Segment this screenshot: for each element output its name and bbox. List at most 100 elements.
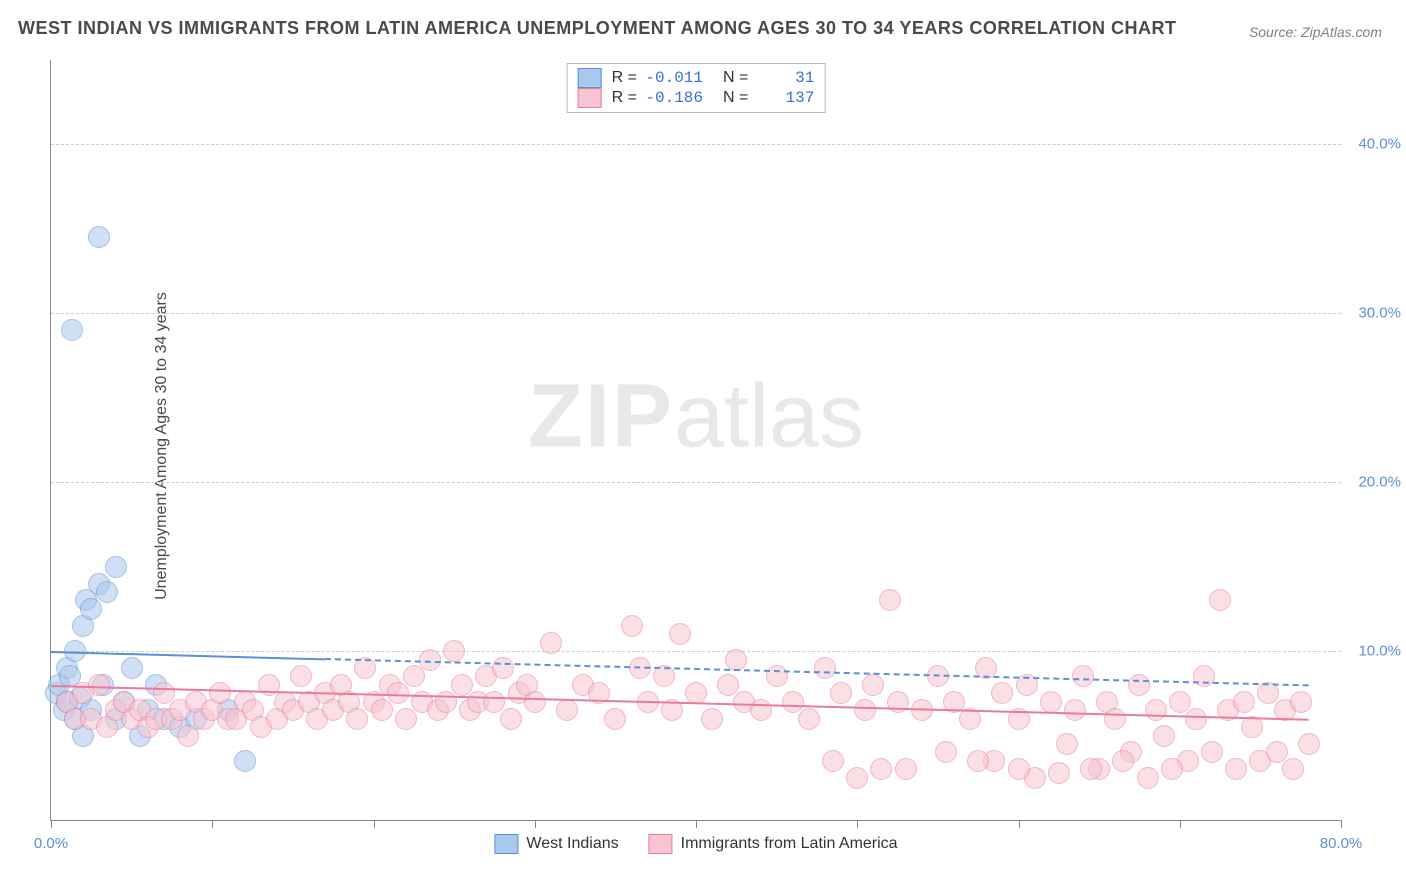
data-point bbox=[822, 750, 844, 772]
data-point bbox=[492, 657, 514, 679]
data-point bbox=[443, 640, 465, 662]
data-point bbox=[1072, 665, 1094, 687]
data-point bbox=[524, 691, 546, 713]
x-tick-label: 80.0% bbox=[1320, 835, 1363, 852]
x-tick bbox=[1341, 820, 1342, 828]
data-point bbox=[1298, 733, 1320, 755]
data-point bbox=[1225, 758, 1247, 780]
data-point bbox=[967, 750, 989, 772]
gridline bbox=[51, 144, 1341, 145]
data-point bbox=[1193, 665, 1215, 687]
data-point bbox=[80, 598, 102, 620]
watermark-bold: ZIP bbox=[528, 367, 674, 467]
r-value: -0.186 bbox=[643, 89, 703, 107]
x-tick bbox=[212, 820, 213, 828]
trendline bbox=[51, 651, 325, 660]
data-point bbox=[395, 708, 417, 730]
data-point bbox=[846, 767, 868, 789]
data-point bbox=[1201, 741, 1223, 763]
data-point bbox=[61, 319, 83, 341]
data-point bbox=[685, 682, 707, 704]
data-point bbox=[105, 556, 127, 578]
data-point bbox=[500, 708, 522, 730]
data-point bbox=[1266, 741, 1288, 763]
data-point bbox=[1282, 758, 1304, 780]
legend-label: Immigrants from Latin America bbox=[681, 835, 898, 853]
legend-item: West Indians bbox=[494, 834, 618, 854]
r-label: R = bbox=[612, 69, 637, 87]
data-point bbox=[879, 589, 901, 611]
data-point bbox=[1064, 699, 1086, 721]
data-point bbox=[935, 741, 957, 763]
data-point bbox=[1048, 762, 1070, 784]
data-point bbox=[88, 674, 110, 696]
data-point bbox=[1080, 758, 1102, 780]
y-tick-label: 10.0% bbox=[1346, 643, 1401, 660]
scatter-plot-area: ZIPatlas R =-0.011N =31R =-0.186N =137 W… bbox=[50, 60, 1341, 821]
data-point bbox=[177, 725, 199, 747]
data-point bbox=[1185, 708, 1207, 730]
data-point bbox=[1104, 708, 1126, 730]
data-point bbox=[669, 623, 691, 645]
stats-row: R =-0.011N =31 bbox=[578, 68, 815, 88]
data-point bbox=[1056, 733, 1078, 755]
data-point bbox=[750, 699, 772, 721]
watermark-rest: atlas bbox=[674, 367, 864, 467]
x-tick-label: 0.0% bbox=[34, 835, 68, 852]
r-label: R = bbox=[612, 89, 637, 107]
data-point bbox=[371, 699, 393, 721]
data-point bbox=[209, 682, 231, 704]
x-tick bbox=[1019, 820, 1020, 828]
series-legend: West Indians Immigrants from Latin Americ… bbox=[494, 834, 897, 854]
data-point bbox=[96, 581, 118, 603]
data-point bbox=[1008, 758, 1030, 780]
data-point bbox=[483, 691, 505, 713]
n-value: 31 bbox=[754, 69, 814, 87]
legend-swatch bbox=[494, 834, 518, 854]
legend-label: West Indians bbox=[526, 835, 618, 853]
x-tick bbox=[535, 820, 536, 828]
data-point bbox=[604, 708, 626, 730]
data-point bbox=[725, 649, 747, 671]
x-tick bbox=[374, 820, 375, 828]
r-value: -0.011 bbox=[643, 69, 703, 87]
n-label: N = bbox=[723, 89, 748, 107]
data-point bbox=[830, 682, 852, 704]
watermark-text: ZIPatlas bbox=[528, 366, 864, 469]
data-point bbox=[435, 691, 457, 713]
data-point bbox=[1169, 691, 1191, 713]
data-point bbox=[1290, 691, 1312, 713]
source-attribution: Source: ZipAtlas.com bbox=[1249, 24, 1382, 40]
legend-item: Immigrants from Latin America bbox=[649, 834, 898, 854]
data-point bbox=[1257, 682, 1279, 704]
data-point bbox=[121, 657, 143, 679]
data-point bbox=[153, 682, 175, 704]
data-point bbox=[88, 226, 110, 248]
x-tick bbox=[51, 820, 52, 828]
data-point bbox=[870, 758, 892, 780]
data-point bbox=[1137, 767, 1159, 789]
data-point bbox=[798, 708, 820, 730]
x-tick bbox=[1180, 820, 1181, 828]
legend-swatch bbox=[578, 88, 602, 108]
data-point bbox=[782, 691, 804, 713]
data-point bbox=[451, 674, 473, 696]
data-point bbox=[540, 632, 562, 654]
data-point bbox=[234, 750, 256, 772]
data-point bbox=[1040, 691, 1062, 713]
gridline bbox=[51, 651, 1341, 652]
gridline bbox=[51, 482, 1341, 483]
legend-swatch bbox=[578, 68, 602, 88]
x-tick bbox=[857, 820, 858, 828]
data-point bbox=[701, 708, 723, 730]
data-point bbox=[1128, 674, 1150, 696]
y-tick-label: 30.0% bbox=[1346, 305, 1401, 322]
data-point bbox=[419, 649, 441, 671]
data-point bbox=[854, 699, 876, 721]
data-point bbox=[814, 657, 836, 679]
data-point bbox=[621, 615, 643, 637]
legend-swatch bbox=[649, 834, 673, 854]
data-point bbox=[766, 665, 788, 687]
gridline bbox=[51, 313, 1341, 314]
data-point bbox=[1153, 725, 1175, 747]
